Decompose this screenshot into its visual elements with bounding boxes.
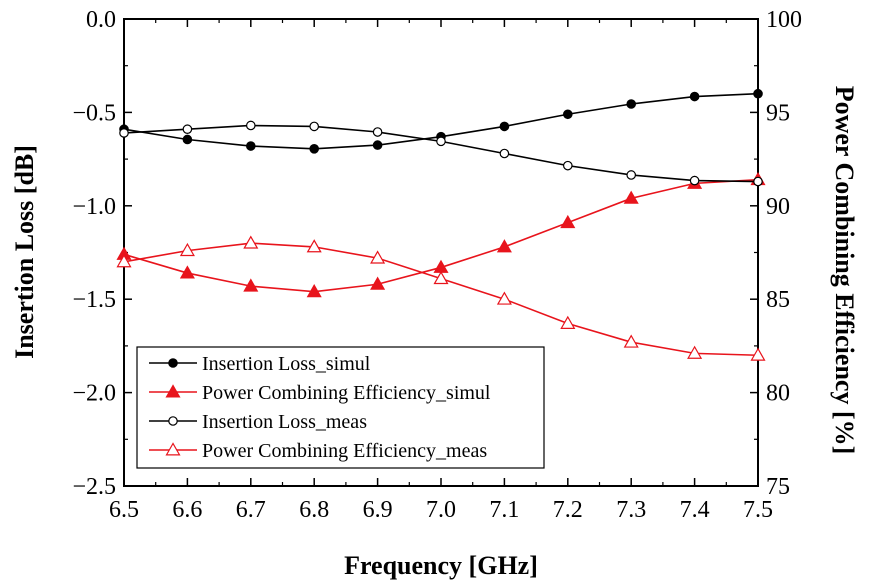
data-point (753, 88, 763, 99)
data-point (560, 315, 576, 329)
data-point (753, 176, 763, 187)
data-point (499, 121, 510, 132)
data-point (623, 334, 639, 348)
legend-items: Insertion Loss_simul Power Combining Effi… (149, 353, 491, 462)
legend-item: Power Combining Efficiency_meas (149, 440, 487, 462)
data-point (306, 284, 322, 298)
legend-label: Insertion Loss_meas (202, 411, 367, 433)
data-point (560, 214, 576, 229)
data-point (306, 239, 322, 253)
data-point (496, 291, 512, 305)
x-tick-label: 7.2 (553, 497, 583, 523)
left-y-tick-label: −0.5 (72, 100, 116, 126)
left-y-axis-title: Insertion Loss [dB] (10, 145, 39, 359)
x-tick-label: 6.5 (109, 497, 139, 523)
legend-box (136, 346, 545, 469)
right-y-tick-label: 90 (766, 194, 790, 220)
legend-marker (168, 416, 178, 426)
right-y-tick-label: 95 (766, 100, 790, 126)
data-point (243, 278, 259, 292)
data-point (182, 124, 193, 135)
data-point (436, 136, 446, 147)
left-y-tick-label: −2.0 (72, 381, 116, 407)
axis-ticks: 6.5 6.6 6.7 6.8 6.9 7.0 7.1 7.2 7.3 7.4 7.5 0.0 −0.5… (72, 7, 802, 523)
right-y-axis-title: Power Combining Efficiency [%] (830, 86, 859, 455)
data-point (182, 134, 193, 145)
data-point (687, 345, 703, 359)
data-point (562, 160, 573, 171)
data-point (370, 250, 386, 264)
legend-marker (168, 358, 178, 368)
right-y-tick-label: 85 (766, 287, 790, 313)
data-point (750, 347, 766, 361)
right-y-tick-label: 100 (766, 7, 802, 33)
left-y-tick-label: 0.0 (86, 7, 116, 33)
left-y-tick-label: −2.5 (72, 474, 116, 500)
legend-label: Power Combining Efficiency_meas (202, 440, 487, 462)
data-point (309, 121, 319, 132)
data-point (626, 170, 636, 180)
data-point (372, 140, 383, 150)
data-point (370, 276, 386, 290)
x-axis-title: Frequency [GHz] (344, 551, 538, 580)
x-tick-label: 7.4 (680, 497, 710, 523)
legend-label: Insertion Loss_simul (202, 353, 371, 375)
series-layer (116, 88, 766, 361)
data-point (689, 91, 700, 102)
left-y-tick-label: −1.0 (72, 194, 116, 220)
x-tick-label: 6.6 (172, 497, 202, 523)
x-tick-label: 6.9 (363, 497, 393, 523)
data-point (246, 141, 256, 151)
data-point (562, 109, 573, 120)
x-tick-label: 7.5 (743, 497, 773, 523)
series-insertion-loss-meas (119, 120, 763, 187)
legend-item: Insertion Loss_meas (149, 411, 367, 433)
legend-item: Insertion Loss_simul (149, 353, 371, 375)
data-point (119, 128, 129, 138)
right-y-tick-label: 80 (766, 381, 790, 407)
data-point (499, 148, 510, 159)
data-point (116, 254, 132, 268)
legend-marker (165, 384, 181, 398)
data-point (243, 235, 259, 249)
data-point (179, 265, 195, 279)
x-tick-label: 6.8 (299, 497, 329, 523)
x-tick-label: 7.0 (426, 497, 456, 523)
right-y-tick-label: 75 (766, 474, 790, 500)
data-point (623, 190, 639, 204)
data-point (433, 270, 449, 285)
data-point (626, 99, 636, 109)
legend-item: Power Combining Efficiency_simul (149, 382, 491, 404)
data-point (496, 239, 512, 253)
data-point (689, 175, 700, 186)
series-power-combining-efficiency-meas (116, 235, 766, 361)
legend: Insertion Loss_simul Power Combining Effi… (136, 346, 545, 469)
x-tick-label: 7.1 (489, 497, 519, 523)
data-point (246, 120, 256, 131)
x-tick-label: 7.3 (616, 497, 646, 523)
legend-marker (165, 442, 181, 456)
legend-label: Power Combining Efficiency_simul (202, 382, 491, 404)
x-tick-label: 6.7 (236, 497, 266, 523)
left-y-tick-label: −1.5 (72, 287, 116, 313)
data-point (372, 127, 383, 137)
data-point (179, 242, 195, 257)
data-point (309, 144, 319, 154)
